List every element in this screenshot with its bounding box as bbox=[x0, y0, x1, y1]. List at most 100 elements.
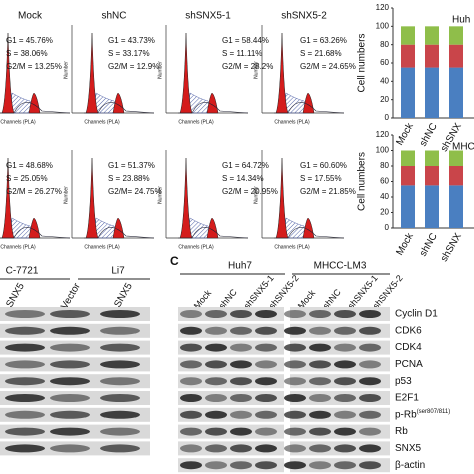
band bbox=[284, 427, 306, 436]
x-axis-label: Channels (PLA) bbox=[178, 119, 214, 125]
band bbox=[334, 410, 356, 419]
protein-label: CDK6 bbox=[395, 325, 422, 336]
band bbox=[284, 444, 306, 453]
band bbox=[255, 444, 277, 453]
fit-line bbox=[274, 102, 345, 114]
band bbox=[100, 343, 140, 352]
band bbox=[205, 394, 227, 402]
band bbox=[359, 343, 381, 352]
band bbox=[230, 444, 252, 453]
band bbox=[255, 360, 277, 369]
g1-value: G1 = 51.37% bbox=[108, 161, 155, 170]
x-tick-label: shNC bbox=[418, 231, 440, 258]
s-value: S = 11.11% bbox=[222, 49, 262, 58]
bar-segment bbox=[401, 26, 415, 45]
band bbox=[50, 360, 90, 369]
band bbox=[230, 461, 252, 470]
band bbox=[284, 461, 306, 470]
bar-segment bbox=[401, 44, 415, 68]
band bbox=[230, 394, 252, 402]
band bbox=[284, 394, 306, 402]
protein-label: CDK4 bbox=[395, 342, 422, 353]
band bbox=[205, 377, 227, 386]
fit-line bbox=[178, 102, 249, 114]
bar-segment bbox=[449, 166, 463, 186]
g1-peak bbox=[179, 32, 193, 114]
band bbox=[5, 360, 45, 369]
band bbox=[255, 427, 277, 436]
panel-title: Mock bbox=[18, 11, 43, 22]
panel-title: shSNX5-1 bbox=[185, 11, 231, 22]
band bbox=[284, 310, 306, 318]
s-phase bbox=[187, 217, 213, 239]
band bbox=[334, 310, 356, 318]
band bbox=[180, 410, 202, 419]
x-axis-label: Channels (PLA) bbox=[274, 119, 310, 125]
y-axis-label: Number bbox=[63, 186, 69, 204]
band bbox=[359, 427, 381, 436]
band bbox=[100, 444, 140, 453]
s-value: S = 14.34% bbox=[222, 174, 264, 183]
band bbox=[309, 343, 331, 352]
band bbox=[180, 326, 202, 335]
s-value: S = 21.68% bbox=[300, 49, 342, 58]
bar-segment bbox=[401, 185, 415, 228]
g1-value: G1 = 43.73% bbox=[108, 36, 155, 45]
g1-peak bbox=[85, 32, 99, 114]
band bbox=[284, 326, 306, 335]
band bbox=[5, 410, 45, 419]
y-axis-label: Number bbox=[253, 186, 259, 204]
band bbox=[180, 343, 202, 352]
band bbox=[205, 461, 227, 470]
band bbox=[100, 310, 140, 318]
band bbox=[334, 343, 356, 352]
band bbox=[334, 394, 356, 402]
band bbox=[334, 360, 356, 369]
y-tick-label: 20 bbox=[380, 208, 389, 217]
band bbox=[309, 410, 331, 419]
fit-line bbox=[274, 227, 345, 239]
g1-value: G1 = 45.76% bbox=[6, 36, 53, 45]
band bbox=[359, 377, 381, 386]
lane-label: SNX5 bbox=[4, 281, 27, 310]
g2m-value: G2/M = 24.65% bbox=[300, 62, 356, 71]
x-axis-label: Channels (PLA) bbox=[178, 244, 214, 250]
band bbox=[334, 377, 356, 386]
band bbox=[359, 410, 381, 419]
y-axis-label: Cell numbers bbox=[357, 152, 368, 211]
y-tick-label: 100 bbox=[376, 146, 390, 155]
y-axis-label: Cell numbers bbox=[357, 34, 368, 93]
y-tick-label: 80 bbox=[380, 161, 389, 170]
band bbox=[230, 377, 252, 386]
band bbox=[255, 461, 277, 470]
band bbox=[5, 377, 45, 386]
band bbox=[180, 310, 202, 318]
bar-segment bbox=[401, 67, 415, 118]
band bbox=[230, 427, 252, 436]
g1-peak bbox=[1, 32, 15, 114]
band bbox=[5, 326, 45, 335]
chart-label: Huh bbox=[452, 15, 470, 26]
band bbox=[50, 343, 90, 352]
band bbox=[180, 461, 202, 470]
protein-label: p53 bbox=[395, 376, 412, 387]
band bbox=[180, 394, 202, 402]
x-tick-label: Mock bbox=[394, 230, 416, 257]
x-axis-label: Channels (PLA) bbox=[84, 244, 120, 250]
bar-segment bbox=[401, 150, 415, 166]
g2m-value: G2/M = 13.25% bbox=[6, 62, 62, 71]
group-label: MHCC-LM3 bbox=[314, 261, 367, 272]
panel-title: shNC bbox=[101, 11, 126, 22]
y-tick-label: 0 bbox=[385, 113, 390, 122]
y-axis-label: Number bbox=[157, 61, 163, 79]
band bbox=[309, 427, 331, 436]
x-axis-label: Channels (PLA) bbox=[84, 119, 120, 125]
band bbox=[50, 427, 90, 436]
band bbox=[334, 326, 356, 335]
band bbox=[180, 377, 202, 386]
chart-label: MHCC bbox=[452, 142, 474, 153]
band bbox=[230, 360, 252, 369]
s-phase bbox=[93, 92, 119, 114]
band bbox=[359, 326, 381, 335]
